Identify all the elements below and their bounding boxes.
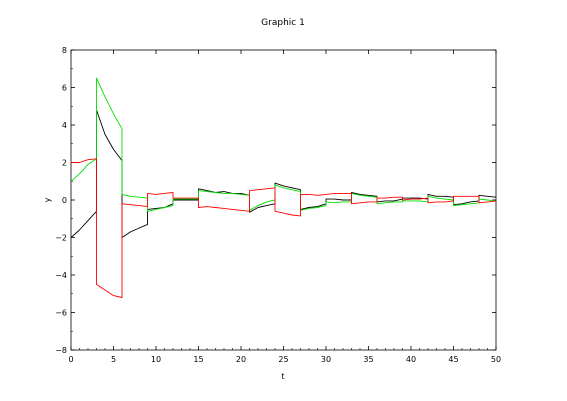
x-axis-label: t xyxy=(281,372,284,381)
x-axis: 0 5 10 15 20 25 30 35 40 45 50 xyxy=(68,50,501,364)
y-axis-label: y xyxy=(43,197,52,202)
x-tick-label: 50 xyxy=(491,355,501,364)
y-tick-label: 8 xyxy=(62,46,67,55)
x-tick-label: 35 xyxy=(363,355,373,364)
x-tick-label: 30 xyxy=(321,355,331,364)
x-tick-label: 45 xyxy=(448,355,458,364)
series-line-3 xyxy=(71,158,497,298)
series-layer xyxy=(70,77,497,298)
plot-area-frame xyxy=(70,49,497,351)
y-tick-label: 0 xyxy=(62,196,67,205)
y-tick-label: 2 xyxy=(62,159,67,168)
y-tick-label: 6 xyxy=(62,84,67,93)
y-tick-label: 4 xyxy=(62,121,67,130)
series-line-2 xyxy=(70,77,497,212)
y-tick-label: −2 xyxy=(55,234,67,243)
y-tick-label: −6 xyxy=(55,309,67,318)
chart-title: Graphic 1 xyxy=(261,18,305,28)
x-tick-label: 15 xyxy=(193,355,203,364)
y-tick-label: −4 xyxy=(55,271,67,280)
x-tick-label: 20 xyxy=(236,355,246,364)
x-tick-label: 5 xyxy=(111,355,116,364)
x-tick-label: 40 xyxy=(406,355,416,364)
x-tick-label: 25 xyxy=(278,355,288,364)
x-tick-label: 0 xyxy=(68,355,73,364)
x-tick-label: 10 xyxy=(151,355,161,364)
series-line-1 xyxy=(70,109,497,238)
y-tick-label: −8 xyxy=(55,346,67,355)
y-axis: −8 −6 −4 −2 0 2 4 6 8 xyxy=(55,46,496,355)
